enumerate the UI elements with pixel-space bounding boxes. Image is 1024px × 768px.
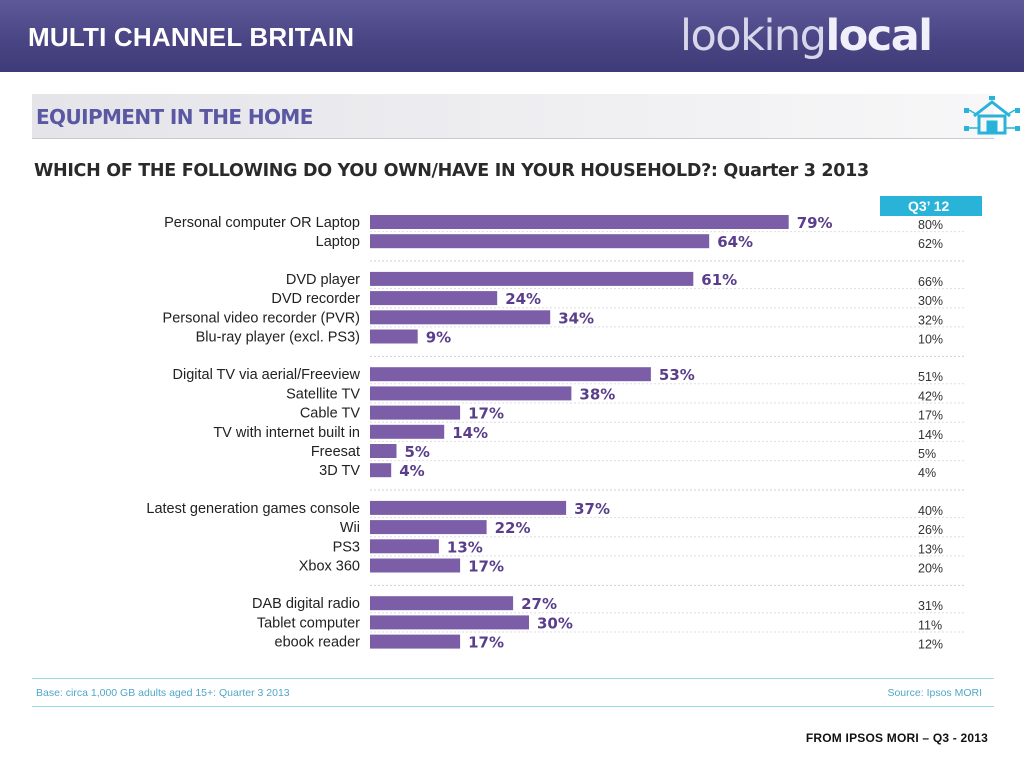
footer-divider-bottom xyxy=(32,706,994,707)
prev-year-value: 13% xyxy=(918,542,943,556)
data-label: 53% xyxy=(659,366,695,384)
prev-year-value: 26% xyxy=(918,523,943,537)
house-network-icon xyxy=(964,96,1020,135)
prev-year-value: 66% xyxy=(918,275,943,289)
prev-year-value: 5% xyxy=(918,447,936,461)
prev-year-value: 62% xyxy=(918,237,943,251)
bar xyxy=(370,520,487,535)
data-label: 61% xyxy=(701,271,737,289)
category-label: DVD recorder xyxy=(271,291,360,307)
data-label: 13% xyxy=(447,538,483,556)
prev-year-value: 17% xyxy=(918,409,943,423)
category-label: TV with internet built in xyxy=(213,425,360,441)
prev-year-value: 31% xyxy=(918,599,943,613)
category-label: PS3 xyxy=(333,539,360,555)
bar xyxy=(370,405,461,420)
footer-divider-top xyxy=(32,678,994,679)
prev-year-value: 11% xyxy=(918,618,942,632)
bar xyxy=(370,558,461,573)
panel-title: EQUIPMENT IN THE HOME xyxy=(36,105,313,129)
category-label: Personal computer OR Laptop xyxy=(164,215,360,231)
data-label: 17% xyxy=(468,634,504,652)
prev-year-value: 80% xyxy=(918,218,943,232)
category-label: DVD player xyxy=(286,272,360,288)
prev-year-value: 32% xyxy=(918,313,943,327)
category-label: Freesat xyxy=(311,444,360,460)
bar xyxy=(370,291,498,306)
prev-year-value: 10% xyxy=(918,333,943,347)
category-label: 3D TV xyxy=(319,463,360,479)
data-label: 27% xyxy=(521,595,557,613)
chart-title: WHICH OF THE FOLLOWING DO YOU OWN/HAVE I… xyxy=(34,161,869,181)
lookinglocal-logo: lookinglocal xyxy=(680,11,933,61)
bar xyxy=(370,271,694,286)
bar xyxy=(370,424,445,439)
prev-year-value: 42% xyxy=(918,389,943,403)
data-label: 64% xyxy=(717,233,753,251)
prev-year-value: 14% xyxy=(918,428,943,442)
category-label: DAB digital radio xyxy=(252,596,360,612)
slide-title: MULTI CHANNEL BRITAIN xyxy=(28,22,355,52)
bar xyxy=(370,539,439,554)
data-label: 34% xyxy=(558,309,594,327)
category-label: Latest generation games console xyxy=(146,501,360,517)
source-note: Source: Ipsos MORI xyxy=(887,687,982,699)
prev-year-value: 51% xyxy=(918,370,943,384)
category-label: Tablet computer xyxy=(257,615,360,631)
data-label: 5% xyxy=(405,443,430,461)
bar xyxy=(370,596,514,611)
category-label: Laptop xyxy=(316,234,360,250)
category-label: Wii xyxy=(340,520,360,536)
bar xyxy=(370,329,418,344)
category-label: Digital TV via aerial/Freeview xyxy=(173,367,361,383)
data-label: 14% xyxy=(452,424,488,442)
bar xyxy=(370,634,461,649)
data-label: 22% xyxy=(495,519,531,537)
category-label: Satellite TV xyxy=(286,386,360,402)
category-label: Personal video recorder (PVR) xyxy=(163,310,360,326)
data-label: 9% xyxy=(426,329,451,347)
prev-year-value: 12% xyxy=(918,638,943,652)
data-label: 17% xyxy=(468,405,504,423)
bar xyxy=(370,615,529,630)
prev-year-value: 20% xyxy=(918,562,943,576)
data-label: 30% xyxy=(537,614,573,632)
bar xyxy=(370,310,551,325)
category-label: Blu-ray player (excl. PS3) xyxy=(196,330,360,346)
data-label: 4% xyxy=(399,462,424,480)
prev-year-value: 4% xyxy=(918,466,936,480)
prev-year-value: 30% xyxy=(918,294,943,308)
credit-note: FROM IPSOS MORI – Q3 - 2013 xyxy=(805,731,988,745)
bar xyxy=(370,367,651,382)
bar xyxy=(370,444,397,458)
category-label: Cable TV xyxy=(300,406,361,422)
data-label: 24% xyxy=(505,290,541,308)
data-label: 37% xyxy=(574,500,610,518)
bar xyxy=(370,463,392,478)
data-label: 17% xyxy=(468,558,504,576)
bar xyxy=(370,234,710,249)
comparison-header: Q3’ 12 xyxy=(880,196,982,216)
data-label: 38% xyxy=(579,385,615,403)
prev-year-value: 40% xyxy=(918,504,943,518)
bar xyxy=(370,386,572,401)
bar xyxy=(370,215,789,229)
data-label: 79% xyxy=(797,214,833,232)
title-bar: MULTI CHANNEL BRITAIN lookinglocal xyxy=(0,0,1024,72)
category-label: ebook reader xyxy=(275,635,361,651)
bar xyxy=(370,500,567,515)
base-note: Base: circa 1,000 GB adults aged 15+: Qu… xyxy=(36,687,290,699)
panel-header: EQUIPMENT IN THE HOME xyxy=(32,94,1020,139)
category-label: Xbox 360 xyxy=(299,559,360,575)
